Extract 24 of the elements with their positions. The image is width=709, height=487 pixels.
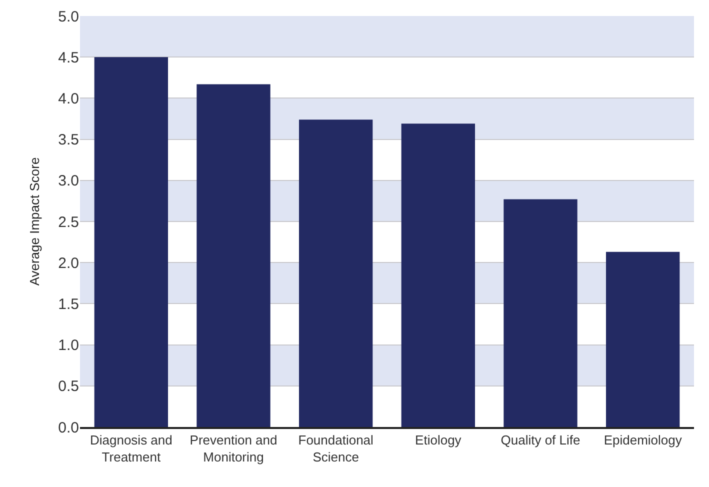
y-axis-title: Average Impact Score — [27, 157, 42, 286]
x-tick-label: Etiology — [415, 432, 462, 448]
bar — [504, 199, 578, 427]
y-tick-label: 1.0 — [58, 337, 79, 354]
y-tick-label: 3.0 — [58, 172, 79, 190]
x-tick-label: Epidemiology — [604, 432, 682, 448]
y-tick-label: 3.5 — [58, 132, 79, 149]
y-tick-label: 0.5 — [58, 378, 79, 396]
y-tick-label: 1.5 — [58, 296, 79, 313]
bar — [94, 57, 168, 427]
x-tick-label: Prevention and Monitoring — [190, 432, 278, 464]
bar — [196, 84, 270, 427]
y-tick-label: 2.0 — [58, 254, 79, 272]
y-tick-label: 5.0 — [58, 8, 79, 26]
y-tick-label: 0.0 — [58, 419, 79, 436]
x-tick-label: Quality of Life — [500, 432, 580, 448]
bar — [298, 120, 373, 427]
bar — [606, 252, 680, 427]
y-tick-label: 4.5 — [58, 49, 79, 66]
x-tick-label: Diagnosis and Treatment — [90, 432, 172, 464]
x-tick-label: Foundational Science — [298, 432, 374, 464]
y-tick-label: 2.5 — [58, 214, 79, 231]
y-tick-label: 4.0 — [58, 90, 79, 108]
bar — [401, 124, 476, 427]
